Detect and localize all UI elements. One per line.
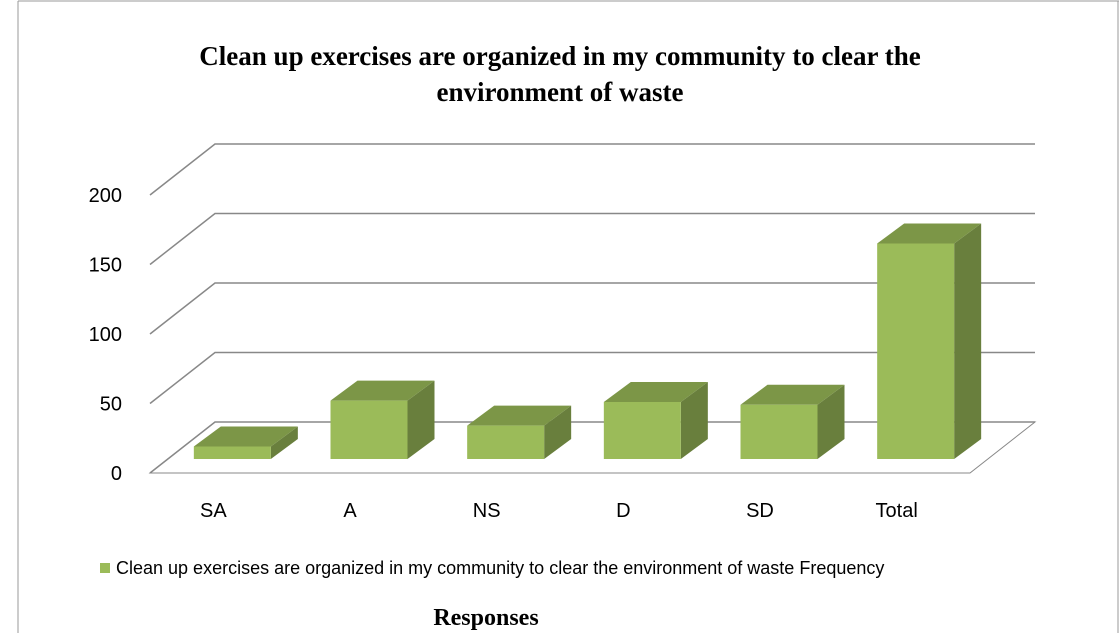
bar-top [603,382,708,403]
title-box: Clean up exercises are organized in my c… [199,41,921,107]
x-tick-label: SA [200,500,227,522]
bar-front [330,400,408,459]
bar-front [193,446,271,459]
x-tick-label: Total [876,500,918,522]
x-tick-label: A [343,500,357,522]
bar [877,223,982,459]
bar-side [817,384,845,459]
bar-top [330,380,435,401]
x-tick-label: NS [473,500,501,522]
grid-line [149,351,1035,405]
y-tick-label: 0 [111,463,122,485]
bar-front [603,402,681,459]
bar-side [544,405,572,459]
bar-front [467,425,545,459]
legend: Clean up exercises are organized in my c… [100,556,1060,580]
legend-swatch [100,563,110,573]
bar-top [877,223,982,244]
bar-front [740,404,818,459]
bar-side [407,380,435,459]
bar [467,405,572,459]
y-tick-label: 50 [100,394,122,416]
bar [740,384,845,459]
legend-label: Clean up exercises are organized in my c… [116,558,885,578]
x-axis-label: Responses [433,605,538,631]
bar-top [740,384,845,405]
x-tick-label: SD [746,500,774,522]
bar-top [193,426,298,447]
bar [330,380,435,459]
bar [193,426,298,459]
chart-title: Clean up exercises are organized in my c… [199,41,921,107]
y-tick-label: 100 [89,324,122,346]
bar-side [680,382,708,459]
bar-side [954,223,982,459]
y-tick-label: 150 [89,255,122,277]
bar [603,382,708,459]
grid-line [149,282,1035,335]
grid-line [149,143,1035,196]
grid-line [149,212,1035,266]
bar-front [877,243,955,459]
y-tick-label: 200 [89,185,122,207]
x-tick-label: D [616,500,630,522]
bar-side [270,426,298,459]
bar-top [467,405,572,426]
